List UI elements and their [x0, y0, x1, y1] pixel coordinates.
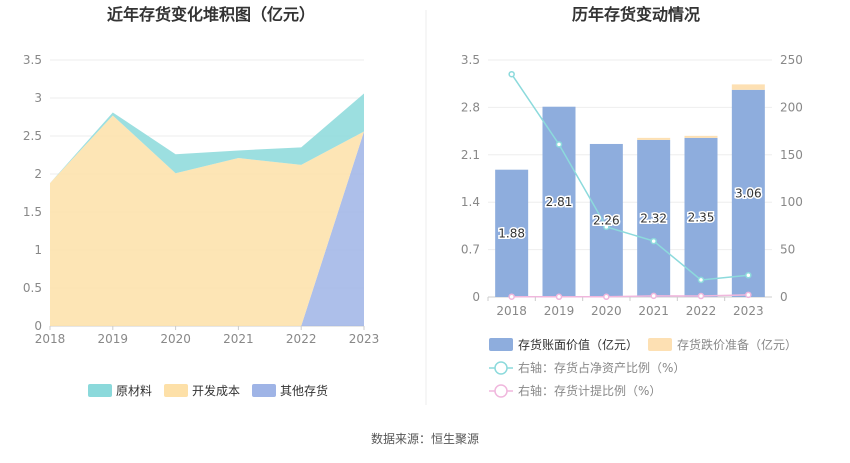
line-provision-ratio-point: [650, 292, 657, 300]
left-legend-swatch[interactable]: [88, 384, 112, 397]
right-y2-tick-label: 250: [780, 53, 803, 67]
right-x-tick-label: 2020: [591, 304, 622, 318]
line-provision-ratio-point: [508, 293, 515, 300]
left-x-tick-label: 2021: [223, 332, 254, 346]
bar-book-value: [731, 89, 765, 298]
line-inventory-net-asset-ratio-point: [745, 271, 752, 279]
right-axis-labels: 0 0.7 1.4 2.1 2.8 3.5 0 50 100 150 200 250 2018 2019 2…: [461, 53, 803, 318]
right-y2-tick-label: 100: [780, 195, 803, 209]
left-y-tick-label: 0: [34, 319, 42, 333]
data-source: 数据来源：恒生聚源: [371, 431, 479, 446]
left-areas: [50, 93, 364, 326]
line-inventory-net-asset-ratio-point: [603, 223, 610, 231]
line-provision-ratio-point: [555, 293, 563, 301]
line-inventory-net-asset-ratio-point: [555, 141, 563, 148]
bar-value-label: 1.88: [498, 226, 525, 240]
line-inventory-net-asset-ratio-point: [650, 237, 657, 245]
line-inventory-net-asset-ratio: [511, 73, 749, 281]
left-y-tick-label: 1.5: [23, 205, 42, 219]
bar-value-label: 3.06: [735, 186, 762, 200]
right-legend-line-marker[interactable]: [494, 384, 508, 398]
left-y-tick-label: 3.5: [23, 53, 42, 67]
bar-impairment: [731, 84, 765, 90]
left-axis-labels: 0 0.5 1 1.5 2 2.5 3 3.5 2018 2019 2020 2021 2022 2023: [23, 53, 379, 346]
bar-value-label: 2.81: [546, 195, 573, 209]
right-legend-swatch-impairment[interactable]: [648, 338, 672, 351]
bar-impairment: [637, 137, 671, 140]
left-y-tick-label: 2: [34, 167, 42, 181]
area-other-inventory: [50, 131, 364, 326]
left-legend-swatch[interactable]: [252, 384, 276, 397]
right-x-tick-label: 2022: [686, 304, 717, 318]
left-y-tick-label: 1: [34, 243, 42, 257]
bar-value-label: 2.32: [640, 211, 667, 225]
left-legend-label[interactable]: 其他存货: [280, 383, 328, 398]
bar-book-value: [542, 106, 576, 297]
left-x-tick-label: 2020: [160, 332, 191, 346]
left-x-tick-label: 2018: [35, 332, 66, 346]
right-y2-tick-label: 0: [780, 290, 788, 304]
left-x-tick-label: 2022: [286, 332, 317, 346]
bar-book-value: [495, 169, 529, 297]
bar-book-value: [589, 143, 623, 297]
right-legend-swatch-book-value[interactable]: [489, 338, 513, 351]
right-x-tick-label: 2021: [638, 304, 669, 318]
line-provision-ratio-point: [745, 291, 752, 299]
right-legend[interactable]: 存货账面价值（亿元） 存货跌价准备（亿元） 右轴：存货占净资产比例（%） 右轴：存货计…: [489, 337, 797, 398]
right-chart-title: 历年存货变动情况: [572, 5, 700, 24]
right-bars: [495, 84, 765, 298]
right-legend-line-marker[interactable]: [494, 361, 508, 375]
right-legend-label-book-value[interactable]: 存货账面价值（亿元）: [518, 337, 638, 352]
left-y-tick-label: 3: [34, 91, 42, 105]
right-x-tick-label: 2018: [496, 304, 527, 318]
right-y-tick-label: 0.7: [461, 243, 480, 257]
left-legend-label[interactable]: 开发成本: [192, 383, 240, 398]
right-y-tick-label: 0: [472, 290, 480, 304]
left-legend[interactable]: 原材料 开发成本 其他存货: [88, 383, 328, 398]
right-bar-labels: 1.88 2.81 2.26 2.32 2.35 3.06: [497, 185, 763, 242]
left-x-tick-label: 2023: [349, 332, 380, 346]
right-y-tick-label: 2.1: [461, 148, 480, 162]
right-lines: [508, 70, 752, 301]
right-y2-tick-label: 150: [780, 148, 803, 162]
left-y-tick-label: 0.5: [23, 281, 42, 295]
line-provision-ratio-point: [697, 292, 705, 300]
area-raw-materials: [50, 93, 364, 184]
bar-value-label: 2.26: [593, 213, 620, 227]
right-legend-line-label[interactable]: 右轴：存货占净资产比例（%）: [518, 360, 685, 375]
right-x-tick-label: 2019: [544, 304, 575, 318]
line-inventory-net-asset-ratio-point: [508, 70, 515, 78]
left-y-tick-label: 2.5: [23, 129, 42, 143]
left-chart-title: 近年存货变化堆积图（亿元）: [107, 5, 315, 24]
bar-value-label: 2.35: [688, 210, 715, 224]
line-inventory-net-asset-ratio-point: [697, 276, 705, 284]
right-y2-tick-label: 200: [780, 100, 803, 114]
left-legend-label[interactable]: 原材料: [116, 384, 152, 398]
line-provision-ratio-point: [603, 293, 610, 301]
bar-impairment: [684, 135, 718, 138]
left-legend-swatch[interactable]: [164, 384, 188, 397]
right-y-tick-label: 2.8: [461, 100, 480, 114]
right-gridlines: [488, 59, 772, 298]
right-legend-label-impairment[interactable]: 存货跌价准备（亿元）: [677, 337, 797, 352]
right-x-tick-label: 2023: [733, 304, 764, 318]
right-y2-tick-label: 50: [780, 243, 795, 257]
right-legend-line-label[interactable]: 右轴：存货计提比例（%）: [518, 383, 661, 398]
bar-book-value: [637, 139, 671, 297]
area-development-cost: [50, 115, 364, 326]
right-y-tick-label: 3.5: [461, 53, 480, 67]
line-provision-ratio: [511, 294, 749, 298]
left-x-tick-label: 2019: [98, 332, 129, 346]
right-y-tick-label: 1.4: [461, 195, 480, 209]
